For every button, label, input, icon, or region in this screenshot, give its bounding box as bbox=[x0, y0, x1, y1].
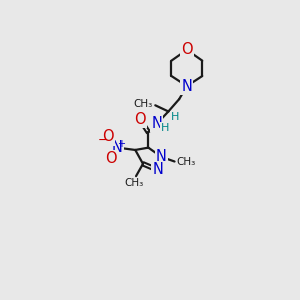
Text: O: O bbox=[181, 42, 193, 57]
Text: CH₃: CH₃ bbox=[124, 178, 143, 188]
Text: +: + bbox=[117, 139, 125, 149]
Text: H: H bbox=[161, 123, 170, 133]
Text: −: − bbox=[98, 134, 108, 146]
Text: CH₃: CH₃ bbox=[134, 99, 153, 109]
Text: N: N bbox=[112, 140, 123, 155]
Text: N: N bbox=[152, 163, 163, 178]
Text: N: N bbox=[156, 149, 167, 164]
Text: H: H bbox=[171, 112, 179, 122]
Text: O: O bbox=[134, 112, 146, 127]
Text: N: N bbox=[182, 79, 192, 94]
Text: O: O bbox=[105, 151, 116, 166]
Text: O: O bbox=[103, 129, 114, 144]
Text: CH₃: CH₃ bbox=[176, 157, 195, 167]
Text: N: N bbox=[152, 116, 162, 131]
